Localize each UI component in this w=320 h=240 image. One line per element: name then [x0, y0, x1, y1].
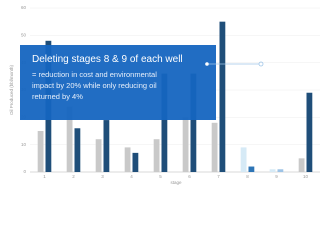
bar [211, 122, 218, 172]
bar [306, 92, 313, 172]
bar [240, 147, 247, 172]
bar [277, 169, 284, 172]
annotation-box [20, 45, 216, 120]
x-tick-label: 10 [303, 174, 309, 179]
bar [132, 152, 139, 172]
x-tick-label: 9 [275, 174, 278, 179]
x-tick-label: 6 [188, 174, 191, 179]
bar [66, 106, 73, 172]
bar [153, 139, 160, 172]
x-tick-label: 4 [130, 174, 133, 179]
bar [298, 158, 305, 172]
annotation-title: Deleting stages 8 & 9 of each well [32, 54, 183, 65]
bar [124, 147, 131, 172]
annotation-dot [205, 62, 209, 66]
x-tick-label: 5 [159, 174, 162, 179]
y-tick-label: 50 [21, 33, 27, 38]
bar [182, 117, 189, 172]
annotation: Deleting stages 8 & 9 of each well = red… [20, 45, 264, 120]
chart: Oil Produced (bbl/month) stage 010203040… [9, 5, 320, 185]
annotation-target [258, 61, 264, 67]
y-tick-label: 0 [23, 169, 26, 174]
bar [269, 169, 276, 172]
annotation-line: = reduction in cost and environmental [32, 70, 157, 79]
x-tick-label: 7 [217, 174, 220, 179]
bar [95, 139, 102, 172]
y-tick-label: 10 [21, 142, 27, 147]
bar [103, 120, 110, 172]
x-tick-label: 8 [246, 174, 249, 179]
bar [161, 73, 168, 172]
bar [74, 128, 81, 172]
bar [37, 131, 44, 172]
x-tick-label: 2 [72, 174, 75, 179]
x-axis-label: stage [170, 180, 182, 185]
bar [248, 166, 255, 172]
bar [190, 73, 197, 172]
annotation-line: impact by 20% while only reducing oil [32, 81, 157, 90]
y-tick-label: 60 [21, 5, 27, 10]
annotation-line: returned by 4% [32, 92, 83, 101]
y-axis-label: Oil Produced (bbl/month) [9, 64, 14, 115]
bar [219, 21, 226, 172]
x-tick-label: 1 [43, 174, 46, 179]
x-tick-label: 3 [101, 174, 104, 179]
